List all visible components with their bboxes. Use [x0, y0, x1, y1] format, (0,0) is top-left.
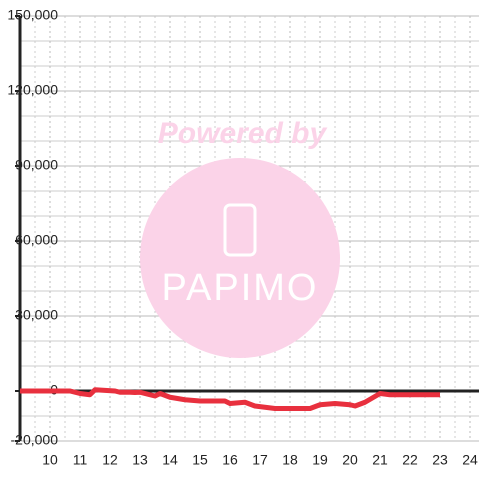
y-tick-label: 120,000 — [7, 82, 58, 98]
x-tick-label: 16 — [222, 452, 238, 468]
x-tick-label: 13 — [132, 452, 148, 468]
watermark-circle — [140, 158, 340, 358]
x-tick-label: 20 — [342, 452, 358, 468]
x-tick-label: 18 — [282, 452, 298, 468]
watermark-title: Powered by — [158, 117, 328, 150]
y-tick-label: 30,000 — [15, 307, 58, 323]
watermark: Powered by PAPIMO — [140, 117, 340, 358]
x-tick-label: 24 — [462, 452, 478, 468]
x-tick-label: 11 — [73, 452, 88, 468]
watermark-logo: PAPIMO — [162, 267, 319, 309]
x-tick-label: 21 — [372, 452, 388, 468]
y-tick-label: 150,000 — [7, 7, 58, 23]
x-tick-label: 17 — [252, 452, 268, 468]
x-tick-label: 22 — [402, 452, 418, 468]
y-tick-label: 60,000 — [15, 232, 58, 248]
x-tick-label: 12 — [102, 452, 118, 468]
y-tick-label: -20,000 — [11, 432, 59, 448]
data-line — [20, 387, 440, 411]
x-tick-label: 15 — [192, 452, 208, 468]
x-tick-label: 10 — [42, 452, 58, 468]
x-tick-label: 14 — [162, 452, 178, 468]
watermark-icon — [223, 203, 257, 257]
y-tick-label: 90,000 — [15, 157, 58, 173]
x-tick-label: 23 — [432, 452, 448, 468]
x-tick-label: 19 — [312, 452, 328, 468]
